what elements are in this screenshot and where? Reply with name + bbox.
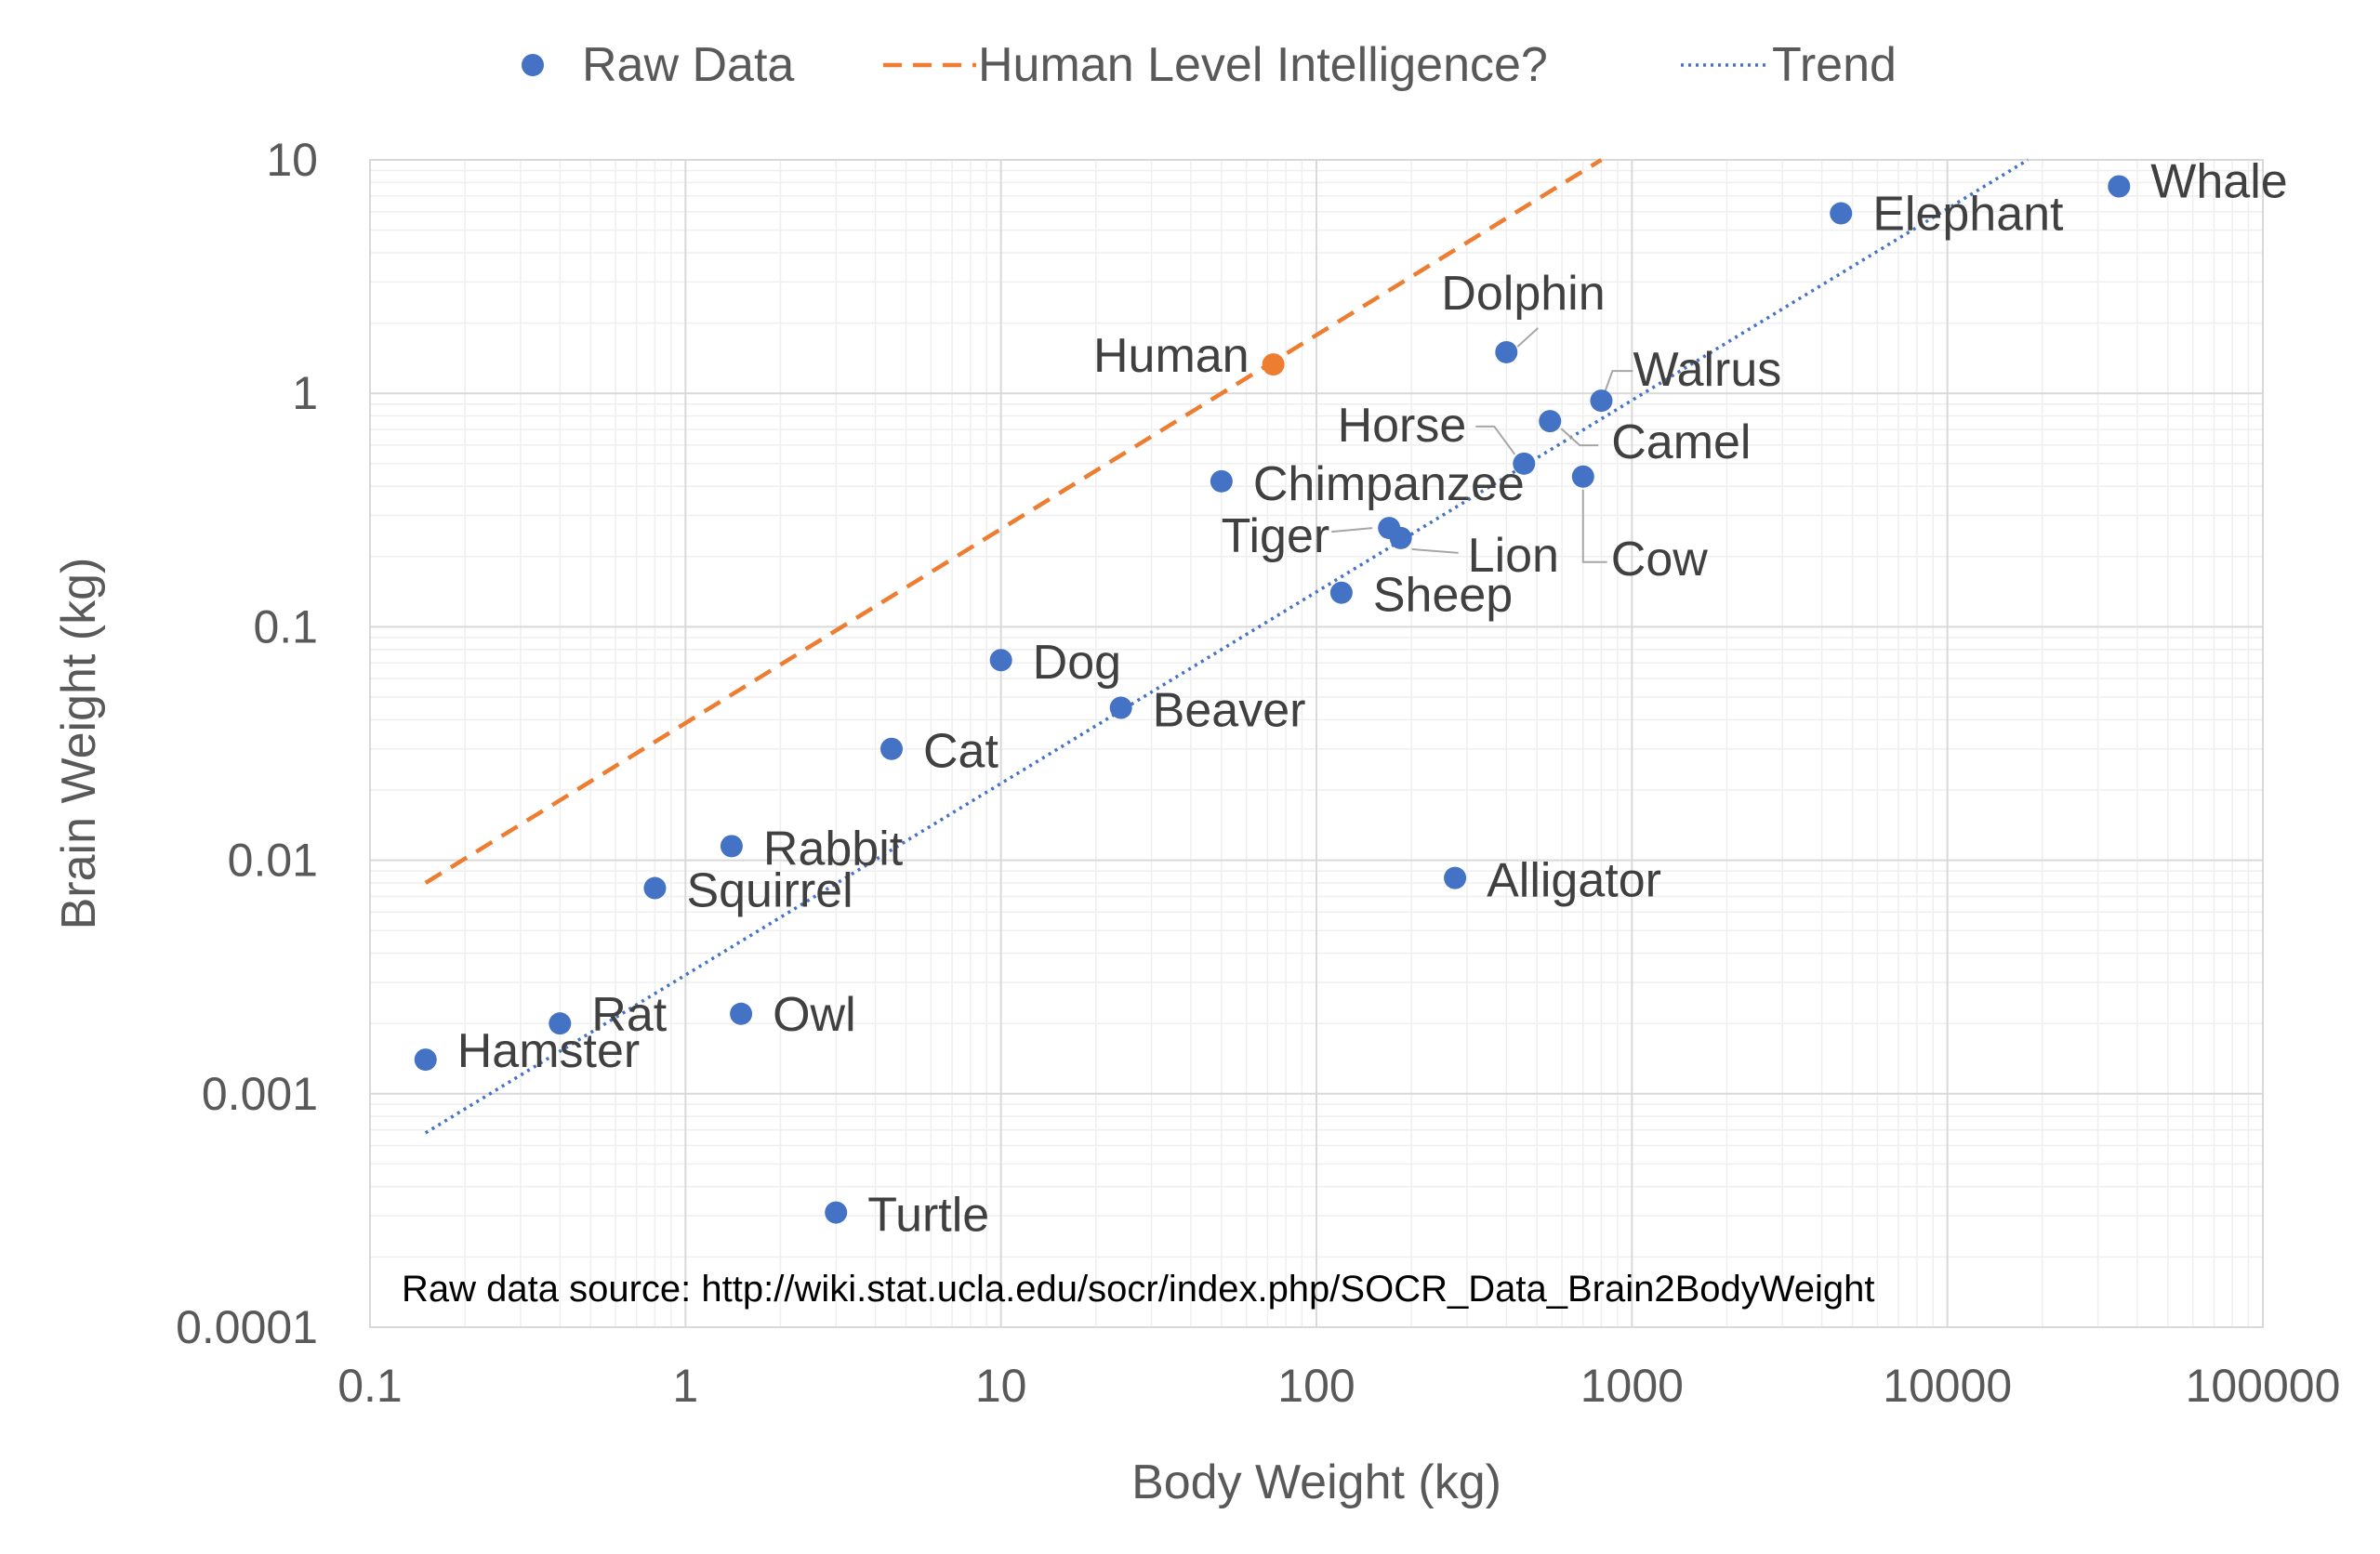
data-source-note: Raw data source: http://wiki.stat.ucla.e… (402, 1269, 1875, 1310)
human-level-line (424, 158, 1603, 885)
y-axis-ticks: 0.0001 0.001 0.01 0.1 1 10 (176, 134, 318, 1353)
label-owl: Owl (773, 988, 856, 1042)
point-horse (1513, 452, 1536, 475)
label-camel: Camel (1611, 415, 1751, 469)
label-elephant: Elephant (1872, 188, 2064, 242)
x-tick-label: 1000 (1580, 1360, 1684, 1412)
label-whale: Whale (2150, 155, 2287, 209)
leader-lion (1411, 547, 1459, 554)
y-tick-label: 10 (266, 134, 318, 186)
x-tick-label: 10 (975, 1360, 1027, 1412)
point-chimpanzee (1210, 469, 1233, 493)
y-tick-label: 1 (292, 367, 318, 419)
point-rat (549, 1012, 572, 1035)
point-human (1262, 353, 1285, 376)
point-squirrel (643, 876, 667, 900)
point-owl (730, 1002, 753, 1025)
x-axis-title: Body Weight (kg) (1131, 1455, 1501, 1509)
label-hamster: Hamster (457, 1024, 640, 1078)
y-axis-title: Brain Weight (kg) (52, 558, 106, 930)
legend: Raw Data Human Level Intelligence? Trend (522, 38, 1897, 92)
point-rabbit (720, 835, 743, 858)
label-human: Human (1093, 329, 1250, 383)
leader-tiger (1331, 527, 1373, 533)
point-cat (879, 737, 903, 760)
point-turtle (825, 1201, 848, 1224)
reference-lines (424, 158, 2030, 1135)
leader-dolphin (1516, 327, 1539, 348)
leader-walrus (1604, 370, 1633, 392)
label-cow: Cow (1611, 533, 1708, 586)
label-dolphin: Dolphin (1441, 267, 1605, 321)
point-dog (989, 649, 1012, 672)
x-axis-ticks: 0.1 1 10 100 1000 10000 100000 (337, 1360, 2340, 1412)
label-walrus: Walrus (1633, 343, 1781, 397)
point-sheep (1329, 581, 1353, 604)
label-horse: Horse (1338, 399, 1467, 453)
label-beaver: Beaver (1153, 684, 1306, 738)
label-rat: Rat (591, 988, 667, 1042)
data-points (414, 175, 2131, 1224)
legend-raw-data-label: Raw Data (582, 38, 794, 92)
point-dolphin (1495, 340, 1518, 363)
plot-area (369, 159, 2264, 1328)
point-alligator (1444, 866, 1467, 889)
label-tiger: Tiger (1222, 509, 1330, 563)
point-whale (2108, 175, 2131, 198)
trend-line (424, 158, 2030, 1135)
point-walrus (1590, 389, 1613, 413)
leader-horse (1475, 425, 1516, 455)
y-tick-label: 0.01 (228, 835, 318, 887)
label-alligator: Alligator (1487, 854, 1661, 908)
label-rabbit: Rabbit (763, 822, 904, 876)
label-chimpanzee: Chimpanzee (1253, 457, 1525, 511)
point-elephant (1830, 202, 1853, 225)
y-tick-label: 0.001 (202, 1068, 318, 1120)
label-turtle: Turtle (867, 1189, 989, 1243)
label-dog: Dog (1033, 636, 1121, 690)
y-tick-label: 0.0001 (176, 1301, 318, 1353)
leader-camel (1560, 428, 1599, 447)
point-cow (1571, 465, 1594, 488)
point-hamster (414, 1048, 437, 1072)
point-camel (1539, 410, 1562, 433)
leader-lines (1331, 327, 1633, 563)
x-tick-label: 1 (672, 1360, 698, 1412)
x-tick-label: 0.1 (337, 1360, 403, 1412)
point-lion (1389, 526, 1412, 549)
point-beaver (1109, 696, 1132, 719)
x-tick-label: 100 (1277, 1360, 1355, 1412)
label-lion: Lion (1468, 529, 1559, 583)
x-tick-label: 100000 (2186, 1360, 2341, 1412)
legend-raw-data-marker (522, 54, 544, 76)
x-tick-label: 10000 (1883, 1360, 2012, 1412)
legend-trend-label: Trend (1772, 38, 1897, 92)
label-squirrel: Squirrel (686, 864, 853, 918)
y-tick-label: 0.1 (253, 600, 318, 652)
label-sheep: Sheep (1373, 569, 1513, 623)
leader-cow (1581, 489, 1607, 563)
label-cat: Cat (923, 725, 998, 779)
legend-human-level-label: Human Level Intelligence? (978, 38, 1548, 92)
